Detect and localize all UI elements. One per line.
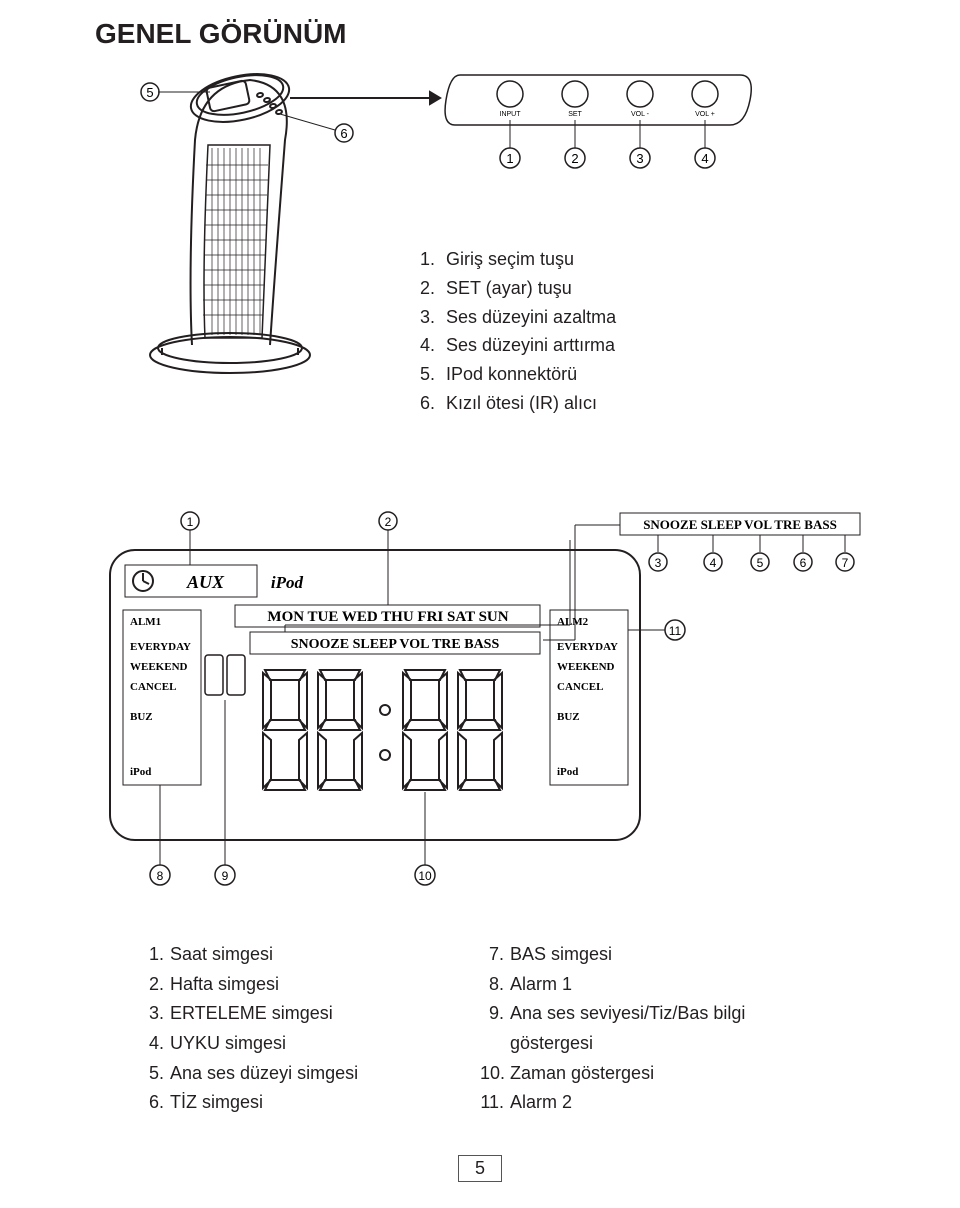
list-item: 5.IPod konnektörü [420, 360, 616, 389]
svg-text:3: 3 [655, 556, 662, 570]
lcd-inner-strip: SNOOZE SLEEP VOL TRE BASS [291, 637, 500, 652]
lcd-days: MON TUE WED THU FRI SAT SUN [267, 609, 508, 625]
lcd-ipod: iPod [271, 573, 304, 592]
top-legend-list: 1.Giriş seçim tuşu 2.SET (ayar) tuşu 3.S… [420, 245, 616, 418]
lcd-callout-8: 8 [157, 869, 164, 883]
list-item: 1.Saat simgesi [140, 940, 480, 970]
svg-text:WEEKEND: WEEKEND [130, 661, 188, 673]
svg-text:CANCEL: CANCEL [557, 681, 603, 693]
svg-text:6: 6 [800, 556, 807, 570]
list-item: 3.ERTELEME simgesi [140, 999, 480, 1029]
lcd-callout-2: 2 [385, 515, 392, 529]
lcd-top-strip: SNOOZE SLEEP VOL TRE BASS [643, 517, 837, 532]
page-title: GENEL GÖRÜNÜM [95, 18, 347, 50]
list-item: 7.BAS simgesi [480, 940, 820, 970]
list-item: 6.Kızıl ötesi (IR) alıcı [420, 389, 616, 418]
lcd-callout-1: 1 [187, 515, 194, 529]
btn-label-1: INPUT [500, 111, 522, 118]
lcd-callout-9: 9 [222, 869, 229, 883]
svg-text:5: 5 [757, 556, 764, 570]
list-item: 1.Giriş seçim tuşu [420, 245, 616, 274]
svg-text:4: 4 [710, 556, 717, 570]
svg-text:iPod: iPod [130, 766, 151, 778]
svg-text:WEEKEND: WEEKEND [557, 661, 615, 673]
svg-text:CANCEL: CANCEL [130, 681, 176, 693]
list-item: 4.UYKU simgesi [140, 1029, 480, 1059]
list-item: 2.Hafta simgesi [140, 970, 480, 1000]
bottom-legend-list: 1.Saat simgesi 2.Hafta simgesi 3.ERTELEM… [140, 940, 820, 1118]
callout-5: 5 [146, 85, 153, 100]
list-item: 2.SET (ayar) tuşu [420, 274, 616, 303]
btn-label-4: VOL + [695, 111, 715, 118]
callout-6: 6 [340, 126, 347, 141]
list-item: 5.Ana ses düzeyi simgesi [140, 1059, 480, 1089]
list-item: 4.Ses düzeyini arttırma [420, 331, 616, 360]
list-item: 11.Alarm 2 [480, 1088, 820, 1118]
lcd-callout-10: 10 [418, 869, 432, 883]
svg-text:BUZ: BUZ [557, 711, 580, 723]
list-item: 8.Alarm 1 [480, 970, 820, 1000]
list-item: 10.Zaman göstergesi [480, 1059, 820, 1089]
list-item: 9.Ana ses seviyesi/Tiz/Bas bilgi gösterg… [480, 999, 820, 1058]
list-item: 3.Ses düzeyini azaltma [420, 303, 616, 332]
callout-btn-2: 2 [571, 151, 578, 166]
callout-btn-1: 1 [506, 151, 513, 166]
callout-btn-3: 3 [636, 151, 643, 166]
lcd-diagram: AUX iPod 1 MON TUE WED THU FRI SAT SUN 2… [105, 510, 865, 910]
svg-text:iPod: iPod [557, 766, 578, 778]
callout-btn-4: 4 [701, 151, 708, 166]
lcd-callout-11: 11 [669, 624, 682, 638]
svg-text:7: 7 [842, 556, 849, 570]
btn-label-3: VOL - [631, 111, 650, 118]
btn-label-2: SET [568, 111, 582, 118]
list-item: 6.TİZ simgesi [140, 1088, 480, 1118]
svg-text:EVERYDAY: EVERYDAY [130, 641, 191, 653]
page-number: 5 [0, 1155, 960, 1182]
svg-text:ALM2: ALM2 [557, 616, 589, 628]
svg-text:BUZ: BUZ [130, 711, 153, 723]
svg-text:ALM1: ALM1 [130, 616, 161, 628]
lcd-aux: AUX [186, 572, 225, 592]
svg-text:EVERYDAY: EVERYDAY [557, 641, 618, 653]
